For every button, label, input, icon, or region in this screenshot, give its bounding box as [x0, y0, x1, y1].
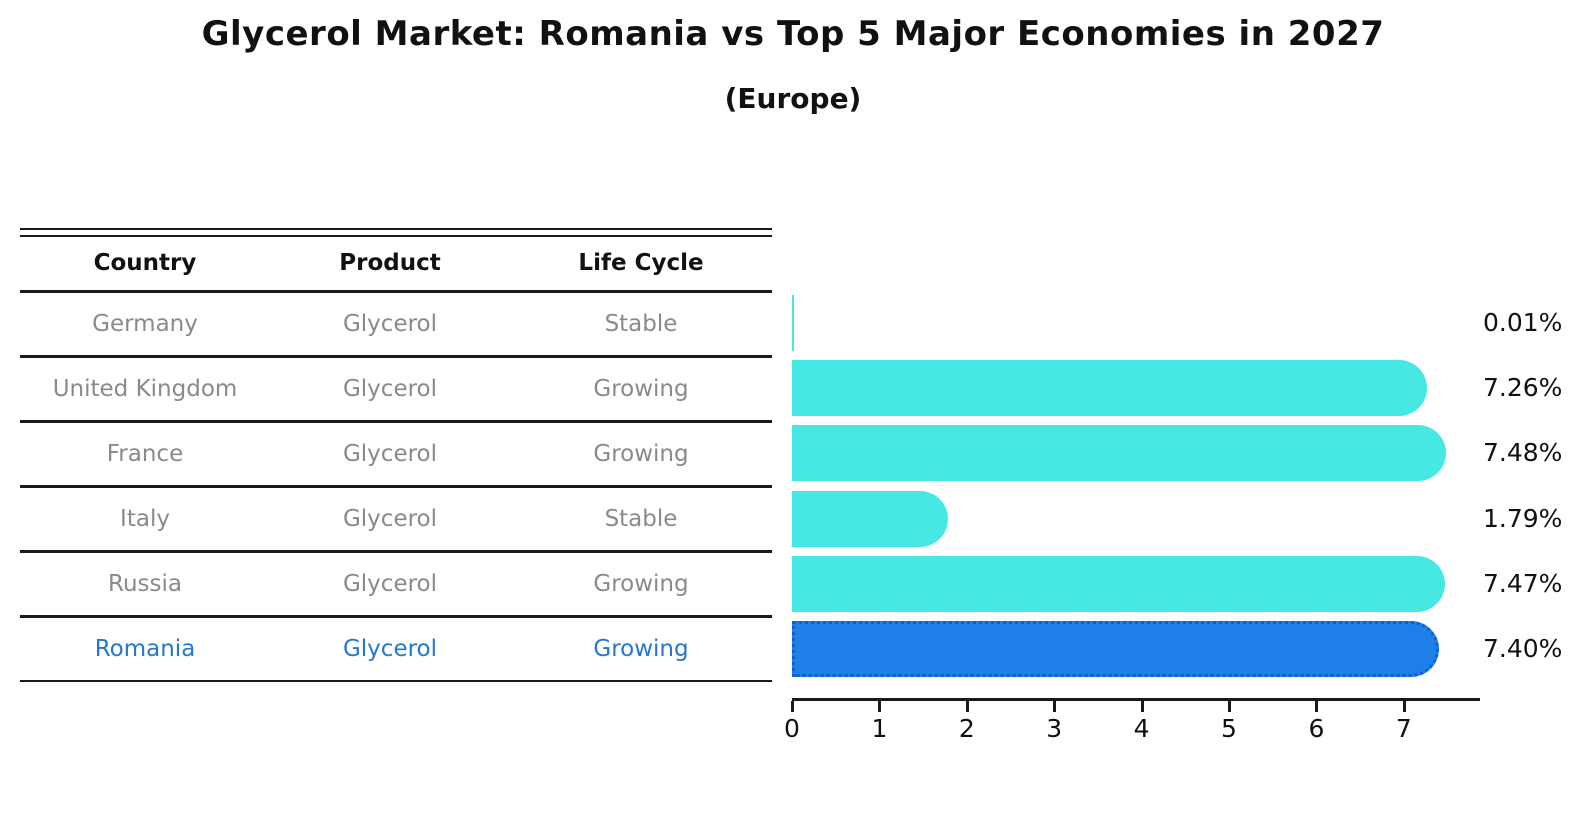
table-row-highlighted: Romania Glycerol Growing	[20, 618, 772, 682]
table-row: Germany Glycerol Stable	[20, 293, 772, 358]
bar-value-label: 7.48%	[1483, 438, 1563, 467]
column-header-lifecycle: Life Cycle	[578, 250, 704, 276]
product-cell: Glycerol	[342, 571, 438, 597]
tick-label: 4	[1133, 714, 1150, 743]
country-cell: Italy	[120, 506, 170, 532]
country-cell: United Kingdom	[52, 376, 238, 402]
table-row: Italy Glycerol Stable	[20, 488, 772, 553]
lifecycle-cell: Growing	[593, 441, 689, 467]
table-row: United Kingdom Glycerol Growing	[20, 358, 772, 423]
bar-italy	[792, 491, 949, 547]
table-row: Russia Glycerol Growing	[20, 553, 772, 618]
bar-united-kingdom	[792, 360, 1427, 416]
tick-label: 2	[958, 714, 975, 743]
product-cell: Glycerol	[342, 311, 438, 337]
bar-russia	[792, 556, 1445, 612]
tick-mark	[1228, 701, 1231, 712]
tick-mark	[1140, 701, 1144, 712]
x-axis-line	[792, 698, 1480, 701]
tick-label: 7	[1395, 714, 1412, 743]
bar-value-label: 0.01%	[1483, 308, 1563, 337]
bar-value-label: 7.40%	[1483, 634, 1563, 663]
tick-label: 0	[784, 714, 800, 743]
tick-label: 1	[871, 714, 888, 743]
product-cell: Glycerol	[342, 636, 438, 662]
table-top-rule	[20, 228, 772, 230]
product-cell: Glycerol	[342, 506, 438, 532]
tick-mark	[878, 701, 882, 712]
tick-label: 3	[1046, 714, 1063, 743]
bar-value-label: 1.79%	[1483, 504, 1563, 533]
tick-label: 5	[1221, 714, 1237, 743]
lifecycle-cell: Growing	[593, 636, 689, 662]
bar-france	[792, 425, 1446, 481]
country-cell: Romania	[94, 636, 196, 662]
lifecycle-cell: Growing	[593, 376, 689, 402]
x-axis: 0 1 2 3 4 5 6 7	[784, 698, 1480, 758]
table-row: France Glycerol Growing	[20, 423, 772, 488]
chart-subtitle: (Europe)	[724, 82, 862, 115]
bar-value-label: 7.26%	[1483, 373, 1563, 402]
country-cell: Russia	[108, 571, 182, 597]
column-header-country: Country	[93, 250, 197, 276]
tick-mark	[791, 701, 794, 712]
column-header-product: Product	[339, 250, 441, 276]
tick-mark	[1053, 701, 1057, 712]
tick-mark	[1315, 701, 1319, 712]
bar-romania	[792, 621, 1439, 677]
table-header-row: Country Product Life Cycle	[20, 237, 772, 293]
lifecycle-cell: Stable	[604, 506, 678, 532]
tick-label: 6	[1308, 714, 1325, 743]
table-top-rule-inner	[20, 235, 772, 237]
tick-mark	[965, 701, 969, 712]
lifecycle-cell: Stable	[604, 311, 678, 337]
tick-mark	[1402, 701, 1406, 712]
product-cell: Glycerol	[342, 376, 438, 402]
table-body: Germany Glycerol Stable United Kingdom G…	[20, 293, 772, 682]
lifecycle-cell: Growing	[593, 571, 689, 597]
bar-value-label: 7.47%	[1483, 569, 1563, 598]
bar-germany	[792, 295, 794, 351]
product-cell: Glycerol	[342, 441, 438, 467]
country-cell: Germany	[92, 311, 198, 337]
country-cell: France	[106, 441, 184, 467]
chart-title: Glycerol Market: Romania vs Top 5 Major …	[201, 14, 1385, 54]
